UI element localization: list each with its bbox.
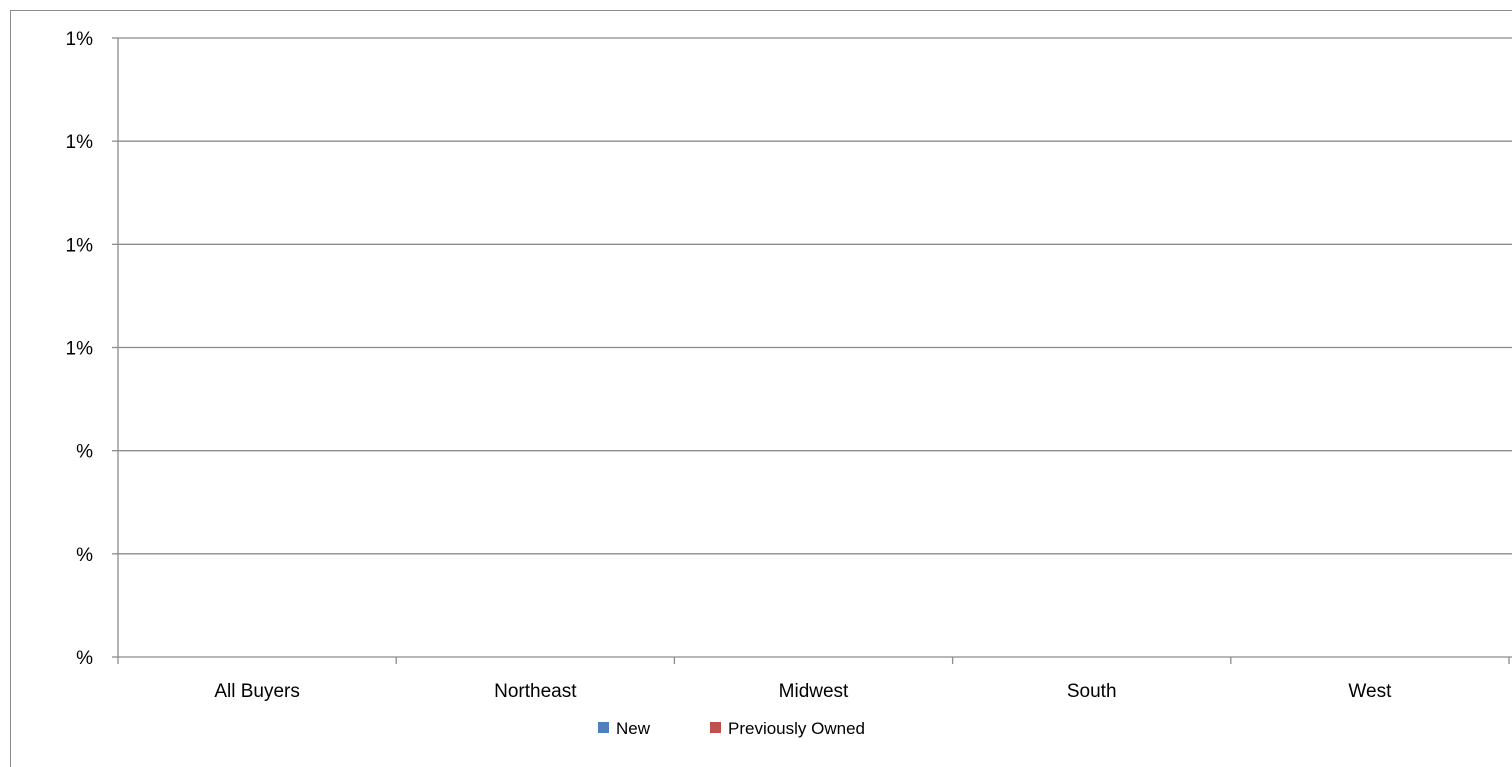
x-tick-label: Northeast <box>494 681 577 702</box>
chart-frame <box>10 10 1512 767</box>
y-tick-label: 1% <box>66 29 94 50</box>
x-tick-label: West <box>1348 681 1392 702</box>
legend-label: New <box>616 719 651 738</box>
x-tick-label: South <box>1067 681 1117 702</box>
x-axis-tick-labels: All Buyers Northeast Midwest South West <box>214 681 1392 702</box>
gridlines <box>118 37 1512 555</box>
x-tick-label: All Buyers <box>214 681 300 702</box>
x-tick-label: Midwest <box>779 681 849 702</box>
y-tick-label: 1% <box>66 339 94 360</box>
legend-label: Previously Owned <box>728 719 865 738</box>
y-tick-label: % <box>76 442 93 463</box>
legend-swatch <box>710 722 721 733</box>
y-tick-label: % <box>76 545 93 566</box>
legend-swatch <box>598 722 609 733</box>
y-tick-label: 1% <box>66 235 94 256</box>
y-tick-label: 1% <box>66 132 94 153</box>
y-tick-label: % <box>76 648 93 669</box>
legend: New Previously Owned <box>598 719 865 738</box>
axes <box>112 37 1512 664</box>
y-axis-tick-labels: %%% 1% 1% 1% 1% <box>66 29 94 669</box>
